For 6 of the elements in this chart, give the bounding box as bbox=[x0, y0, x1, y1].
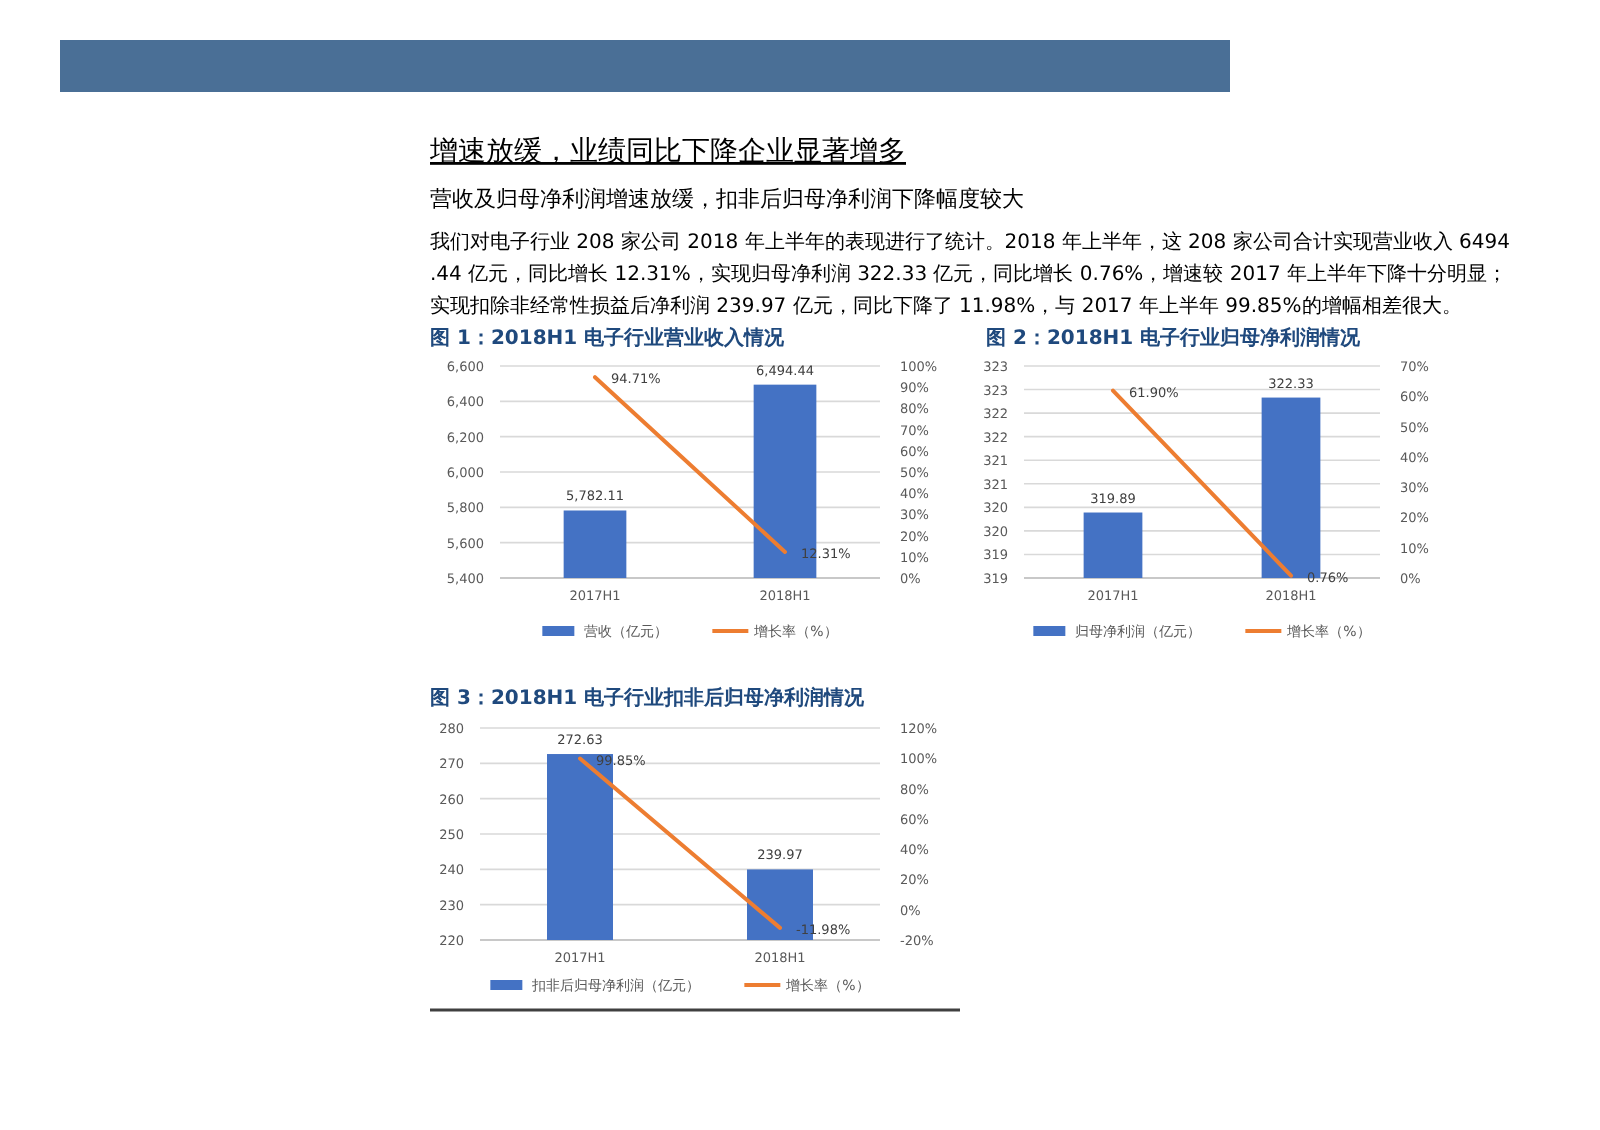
chart-title: 图 1：2018H1 电子行业营业收入情况 bbox=[430, 326, 787, 350]
text: 增速放缓，业绩同比下降企业显著增多 bbox=[428, 136, 906, 168]
text: 我们对电子行业 208 家公司 2018 年上半年的表现进行了统计。2018 年上半年，这 208 家公司合计实现营业收入 6494.44 亿元，同比增长 12.31%，实现归母净利润 322.33 亿元，同比增长 0.76%，增速较 2017 年上半年下降十分明显；实现扣除非经常性损益后净利润 239.97 亿元，同比下降了 11.98%，与 2017 年上半年 99.85%的增幅相差很大。 bbox=[430, 230, 1510, 318]
text: 营收及归母净利润增速放缓，扣非后归母净利润下降幅度较大 bbox=[430, 186, 1024, 212]
chart-title: 图 3：2018H1 电子行业扣非后归母净利润情况 bbox=[430, 686, 867, 710]
chart-title: 图 2：2018H1 电子行业归母净利润情况 bbox=[986, 326, 1363, 350]
